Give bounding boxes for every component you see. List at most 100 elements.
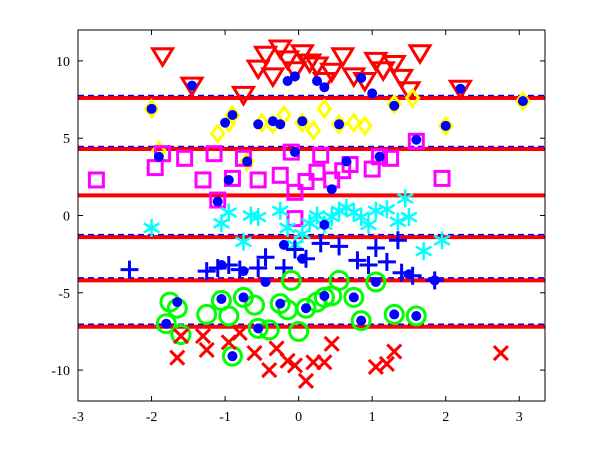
dot-marker bbox=[238, 292, 249, 303]
asterisk-stroke bbox=[242, 209, 260, 222]
x-stroke bbox=[492, 345, 509, 362]
dot-marker bbox=[278, 239, 289, 250]
circle-marker bbox=[405, 305, 427, 327]
asterisk-marker bbox=[301, 214, 319, 233]
x-marker bbox=[268, 340, 285, 357]
asterisk-stroke bbox=[378, 203, 396, 215]
dot-marker bbox=[297, 116, 308, 127]
x-marker bbox=[231, 324, 248, 342]
asterisk-stroke bbox=[220, 206, 238, 218]
asterisk-stroke bbox=[293, 228, 311, 240]
square-marker bbox=[286, 183, 304, 201]
triangle-marker bbox=[260, 67, 286, 89]
dot-marker bbox=[289, 71, 300, 82]
dot-marker bbox=[370, 276, 381, 287]
plus-marker bbox=[120, 260, 139, 279]
dot-marker bbox=[429, 275, 440, 286]
dot-marker bbox=[367, 88, 378, 99]
square-marker bbox=[176, 149, 194, 167]
triangle-marker bbox=[230, 85, 257, 107]
dot-marker bbox=[227, 110, 238, 121]
dot-marker bbox=[253, 323, 264, 334]
x-stroke bbox=[194, 328, 212, 345]
dot-marker bbox=[356, 72, 367, 83]
chart-marks bbox=[87, 39, 531, 389]
asterisk-marker bbox=[279, 218, 297, 237]
dot-marker bbox=[275, 119, 286, 130]
dot-marker bbox=[186, 80, 197, 91]
plus-marker bbox=[330, 237, 349, 256]
x-stroke bbox=[286, 357, 304, 374]
dot-marker bbox=[260, 276, 271, 287]
x-marker bbox=[172, 328, 190, 345]
asterisk-stroke bbox=[308, 209, 326, 222]
circle-marker bbox=[280, 269, 302, 291]
x-tick-label: 1 bbox=[369, 410, 376, 425]
x-stroke bbox=[323, 335, 340, 352]
dot-marker bbox=[517, 96, 528, 107]
square-marker bbox=[87, 171, 105, 189]
y-tick-label: 5 bbox=[63, 132, 70, 147]
x-tick-label: 0 bbox=[295, 410, 302, 425]
x-tick-label: -2 bbox=[146, 410, 158, 425]
axes-frame bbox=[77, 29, 546, 402]
dot-marker bbox=[282, 76, 293, 87]
triangle-marker bbox=[447, 79, 474, 101]
asterisk-stroke bbox=[301, 217, 319, 229]
x-stroke bbox=[261, 362, 278, 379]
dot-marker bbox=[146, 103, 157, 114]
plus-marker bbox=[256, 248, 275, 267]
x-stroke bbox=[169, 349, 186, 366]
asterisk-marker bbox=[433, 231, 451, 250]
dot-marker bbox=[356, 315, 367, 326]
asterisk-stroke bbox=[249, 211, 267, 223]
circle-marker bbox=[155, 313, 177, 335]
circle-marker bbox=[343, 286, 365, 308]
x-stroke bbox=[386, 343, 403, 360]
x-marker bbox=[261, 362, 278, 379]
dot-marker bbox=[455, 83, 466, 94]
dot-marker bbox=[411, 134, 422, 145]
dot-marker bbox=[223, 174, 234, 185]
y-tick-label: -5 bbox=[58, 287, 70, 302]
x-stroke bbox=[279, 352, 296, 369]
x-tick-label: -3 bbox=[72, 410, 84, 425]
x-marker bbox=[169, 349, 186, 366]
x-marker bbox=[198, 341, 215, 359]
dot-marker bbox=[374, 151, 385, 162]
dot-marker bbox=[411, 310, 422, 321]
y-tick-label: -10 bbox=[51, 364, 70, 379]
dot-marker bbox=[275, 298, 286, 309]
plus-marker bbox=[377, 252, 396, 271]
dot-marker bbox=[172, 297, 183, 308]
plus-marker bbox=[285, 240, 304, 259]
asterisk-marker bbox=[220, 203, 238, 222]
asterisk-marker bbox=[400, 208, 418, 227]
plus-marker bbox=[311, 234, 330, 253]
circle-marker bbox=[196, 303, 218, 325]
asterisk-marker bbox=[271, 201, 289, 220]
asterisk-stroke bbox=[367, 205, 385, 217]
circle-marker bbox=[247, 317, 269, 339]
asterisk-stroke bbox=[389, 216, 407, 228]
triangle-marker bbox=[149, 47, 176, 69]
dot-marker bbox=[440, 120, 451, 131]
asterisk-stroke bbox=[323, 211, 341, 223]
circle-marker bbox=[170, 324, 192, 346]
triangle-marker bbox=[381, 55, 407, 76]
x-tick-label: -1 bbox=[219, 410, 231, 425]
x-tick-label: 3 bbox=[516, 410, 523, 425]
y-tick-label: 10 bbox=[56, 55, 70, 70]
diamond-marker bbox=[345, 112, 362, 134]
circle-marker bbox=[218, 305, 240, 327]
circle-marker bbox=[288, 320, 310, 342]
x-stroke bbox=[172, 328, 190, 345]
x-stroke bbox=[316, 354, 333, 371]
plus-marker bbox=[388, 231, 407, 250]
dot-marker bbox=[297, 253, 308, 264]
circle-marker bbox=[328, 269, 350, 291]
square-marker bbox=[407, 132, 425, 150]
x-marker bbox=[492, 345, 509, 362]
dot-marker bbox=[312, 76, 323, 87]
square-marker bbox=[146, 159, 164, 177]
